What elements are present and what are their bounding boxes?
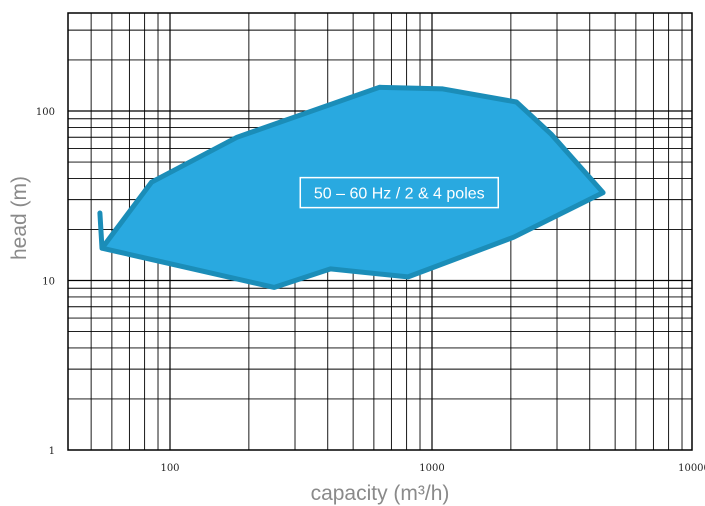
- x-axis-title: capacity (m³/h): [311, 482, 450, 505]
- annotation-label: 50 – 60 Hz / 2 & 4 poles: [314, 186, 485, 203]
- y-tick-labels: 1 10 100: [36, 107, 55, 457]
- x-tick-label: 100: [160, 463, 179, 474]
- x-tick-label: 10000: [678, 463, 705, 474]
- plot-frame: [67, 12, 693, 451]
- y-tick-label: 100: [36, 107, 55, 118]
- x-tick-label: 1000: [419, 463, 444, 474]
- y-tick-label: 10: [42, 277, 55, 288]
- annotation-box: [299, 176, 500, 209]
- y-tick-label: 1: [49, 446, 55, 457]
- y-axis-title: head (m): [8, 176, 31, 260]
- plot-border: [67, 12, 693, 451]
- x-tick-labels: 100 1000 10000: [160, 463, 705, 474]
- annotation: 50 – 60 Hz / 2 & 4 poles: [299, 176, 500, 209]
